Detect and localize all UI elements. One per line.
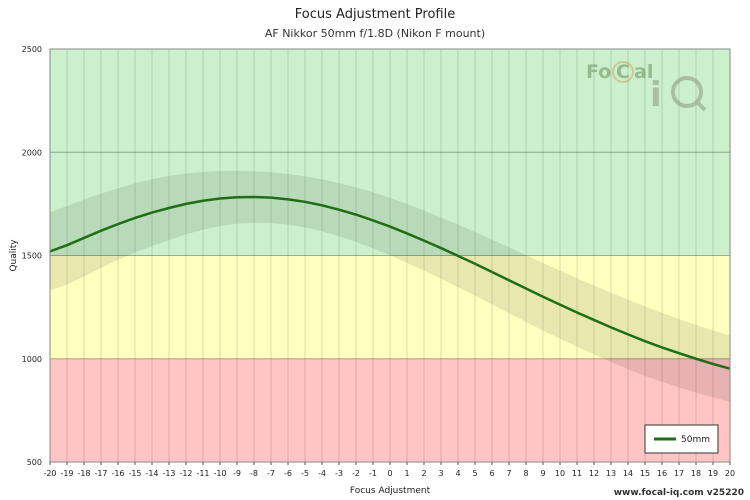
x-tick-label: 14 [623,469,633,478]
focal-iq-logo: Fo C al i [586,61,707,115]
x-tick-label: -9 [233,469,241,478]
x-tick-label: 0 [387,469,392,478]
x-tick-label: -18 [77,469,90,478]
x-tick-label: 5 [472,469,477,478]
x-tick-label: 12 [589,469,599,478]
x-tick-label: -12 [179,469,192,478]
quality-zones [50,49,730,462]
svg-text:al: al [634,61,653,83]
x-tick-label: -4 [318,469,326,478]
x-tick-label: -19 [60,469,73,478]
y-tick-label: 500 [27,458,42,467]
quality-zone-2 [50,358,730,462]
x-tick-label: 17 [674,469,684,478]
x-tick-label: 4 [455,469,460,478]
y-tick-label: 2500 [22,45,42,54]
grid [49,48,731,463]
x-tick-label: -15 [128,469,141,478]
svg-text:C: C [616,61,630,83]
svg-text:i: i [650,75,662,115]
quality-zone-1 [50,255,730,359]
x-tick-label: 19 [708,469,718,478]
x-tick-label: 10 [555,469,565,478]
chart-subtitle: AF Nikkor 50mm f/1.8D (Nikon F mount) [264,27,486,40]
x-tick-label: 15 [640,469,650,478]
x-tick-label: 16 [657,469,667,478]
confidence-band [50,170,730,402]
svg-text:Fo: Fo [586,61,611,83]
legend-label: 50mm [681,435,710,445]
y-tick-label: 1000 [22,355,42,364]
x-tick-label: -2 [352,469,360,478]
x-axis-ticks: -20 -19 -18 -17 -16 -15 -14 -13 -12 -11 -10 -9 -8 -7-… [43,462,735,478]
x-tick-label: -20 [43,469,56,478]
x-tick-label: 13 [606,469,616,478]
x-tick-label: -8 [250,469,258,478]
x-tick-label: 7 [506,469,511,478]
x-tick-label: 3 [438,469,443,478]
x-tick-label: 18 [691,469,701,478]
x-tick-label: 9 [540,469,545,478]
band-0 [50,170,730,402]
x-tick-label: 8 [523,469,528,478]
x-tick-label: -3 [335,469,343,478]
x-tick-label: 2 [421,469,426,478]
y-tick-label: 2000 [22,148,42,157]
x-tick-label: -1 [369,469,377,478]
x-tick-label: -7 [267,469,275,478]
quality-zone-0 [50,49,730,256]
y-axis-label: Quality [9,239,19,272]
x-tick-label: -11 [196,469,209,478]
y-axis-ticks: 500 1000 1500 2000 2500 [22,45,42,467]
x-tick-label: -16 [111,469,124,478]
x-tick-label: -14 [145,469,158,478]
x-tick-label: 1 [404,469,409,478]
y-tick-label: 1500 [22,252,42,261]
x-tick-label: -10 [213,469,226,478]
x-tick-label: -17 [94,469,107,478]
x-tick-label: 11 [572,469,582,478]
series-line-0 [49,195,731,370]
x-tick-label: -5 [301,469,309,478]
x-tick-label: -6 [284,469,292,478]
footer-text: www.focal-iq.com v25220 [613,488,744,498]
x-tick-label: 20 [725,469,735,478]
x-axis-label: Focus Adjustment [350,486,431,496]
x-tick-label: -13 [162,469,175,478]
series-lines [49,195,731,370]
legend: 50mm [644,424,719,454]
chart-title: Focus Adjustment Profile [294,7,456,22]
x-tick-label: 6 [489,469,494,478]
